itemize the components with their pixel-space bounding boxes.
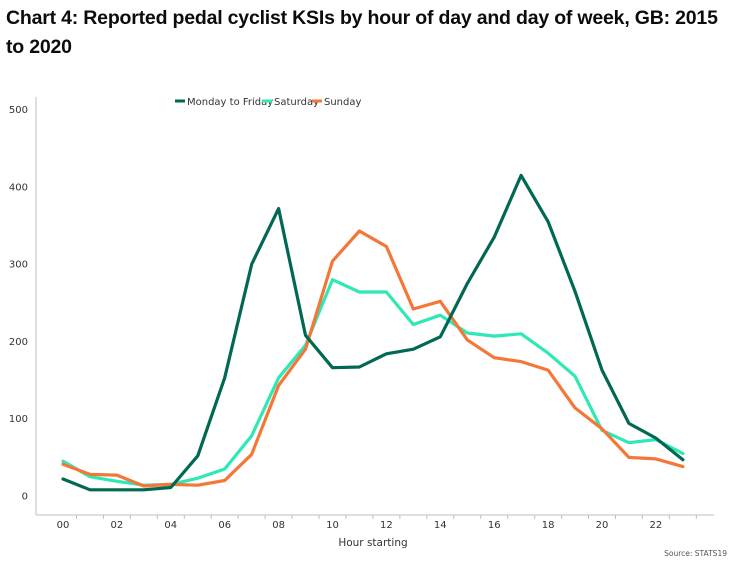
legend-label: Saturday	[274, 97, 319, 108]
legend-label: Monday to Friday	[187, 97, 273, 108]
x-tick-label: 22	[650, 520, 663, 531]
x-tick-label: 18	[542, 520, 555, 531]
series-lines	[61, 173, 685, 492]
x-axis-ticks: 00 02 04 06 08 10 12 14 16 18 20 22	[57, 515, 697, 531]
x-tick-label: 12	[380, 520, 393, 531]
legend: Monday to Friday Saturday Sunday	[175, 97, 361, 108]
y-axis-ticks: 0 100 200 300 400 500	[9, 105, 28, 502]
x-tick-label: 08	[272, 520, 285, 531]
y-tick-label: 100	[9, 414, 28, 425]
y-tick-label: 500	[9, 105, 28, 116]
chart-title: Chart 4: Reported pedal cyclist KSIs by …	[6, 7, 718, 58]
legend-label: Sunday	[324, 97, 361, 108]
y-tick-label: 300	[9, 260, 28, 271]
x-tick-label: 00	[57, 520, 70, 531]
x-tick-label: 20	[596, 520, 609, 531]
y-tick-label: 0	[22, 492, 28, 503]
x-axis-title: Hour starting	[338, 537, 407, 549]
series-line-saturday	[61, 278, 685, 487]
x-tick-label: 02	[111, 520, 124, 531]
x-tick-label: 10	[326, 520, 339, 531]
source-note: Source: STATS19	[664, 549, 727, 558]
series-line-monday-to-friday	[61, 173, 685, 492]
x-tick-label: 14	[434, 520, 447, 531]
x-tick-label: 04	[164, 520, 177, 531]
y-tick-label: 400	[9, 182, 28, 193]
y-tick-label: 200	[9, 337, 28, 348]
series-line-sunday	[61, 229, 685, 488]
x-tick-label: 16	[488, 520, 501, 531]
x-tick-label: 06	[218, 520, 231, 531]
chart-axes	[35, 97, 714, 516]
